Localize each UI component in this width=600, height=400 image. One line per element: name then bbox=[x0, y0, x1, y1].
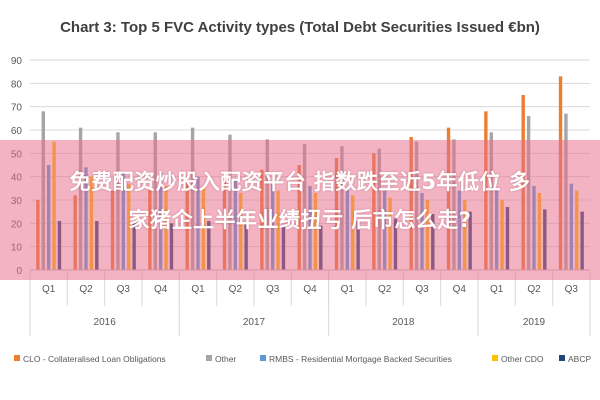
x-tick-label: Q4 bbox=[154, 284, 168, 295]
x-tick-label: Q3 bbox=[266, 284, 280, 295]
legend-label: ABCP bbox=[568, 354, 591, 364]
x-group-label: 2019 bbox=[523, 317, 546, 328]
legend-swatch bbox=[260, 355, 266, 361]
x-tick-label: Q1 bbox=[490, 284, 504, 295]
legend-swatch bbox=[206, 355, 212, 361]
legend-swatch bbox=[492, 355, 498, 361]
y-tick-label: 60 bbox=[11, 126, 23, 137]
x-tick-label: Q2 bbox=[527, 284, 541, 295]
x-tick-label: Q3 bbox=[117, 284, 131, 295]
x-group-label: 2018 bbox=[392, 317, 415, 328]
chart-title: Chart 3: Top 5 FVC Activity types (Total… bbox=[60, 19, 540, 36]
x-tick-label: Q2 bbox=[229, 284, 243, 295]
x-tick-label: Q1 bbox=[191, 284, 205, 295]
x-tick-label: Q2 bbox=[79, 284, 93, 295]
overlay-text: 免费配资炒股入配资平台 指数跌至近5年低位 多 家猪企上半年业绩扭亏 后市怎么走… bbox=[10, 163, 590, 239]
x-group-label: 2017 bbox=[243, 317, 266, 328]
overlay-banner bbox=[0, 140, 600, 280]
legend-swatch bbox=[14, 355, 20, 361]
x-tick-label: Q3 bbox=[415, 284, 429, 295]
y-tick-label: 90 bbox=[11, 56, 23, 67]
legend-label: CLO - Collateralised Loan Obligations bbox=[23, 354, 166, 364]
legend-label: RMBS - Residential Mortgage Backed Secur… bbox=[269, 354, 452, 364]
legend-swatch bbox=[559, 355, 565, 361]
x-tick-label: Q3 bbox=[565, 284, 579, 295]
x-group-label: 2016 bbox=[94, 317, 117, 328]
x-tick-label: Q1 bbox=[42, 284, 56, 295]
y-tick-label: 80 bbox=[11, 79, 23, 90]
x-tick-label: Q4 bbox=[303, 284, 317, 295]
legend-label: Other bbox=[215, 354, 236, 364]
legend-label: Other CDO bbox=[501, 354, 544, 364]
overlay-line-2: 家猪企上半年业绩扭亏 后市怎么走? bbox=[128, 208, 472, 232]
x-tick-label: Q2 bbox=[378, 284, 392, 295]
x-tick-label: Q4 bbox=[453, 284, 467, 295]
y-tick-label: 70 bbox=[11, 103, 23, 114]
x-tick-label: Q1 bbox=[341, 284, 355, 295]
overlay-line-1: 免费配资炒股入配资平台 指数跌至近5年低位 多 bbox=[69, 170, 531, 194]
